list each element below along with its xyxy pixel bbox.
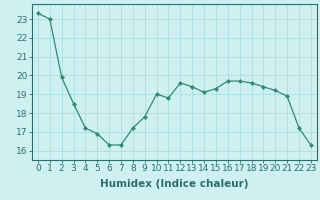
- X-axis label: Humidex (Indice chaleur): Humidex (Indice chaleur): [100, 179, 249, 189]
